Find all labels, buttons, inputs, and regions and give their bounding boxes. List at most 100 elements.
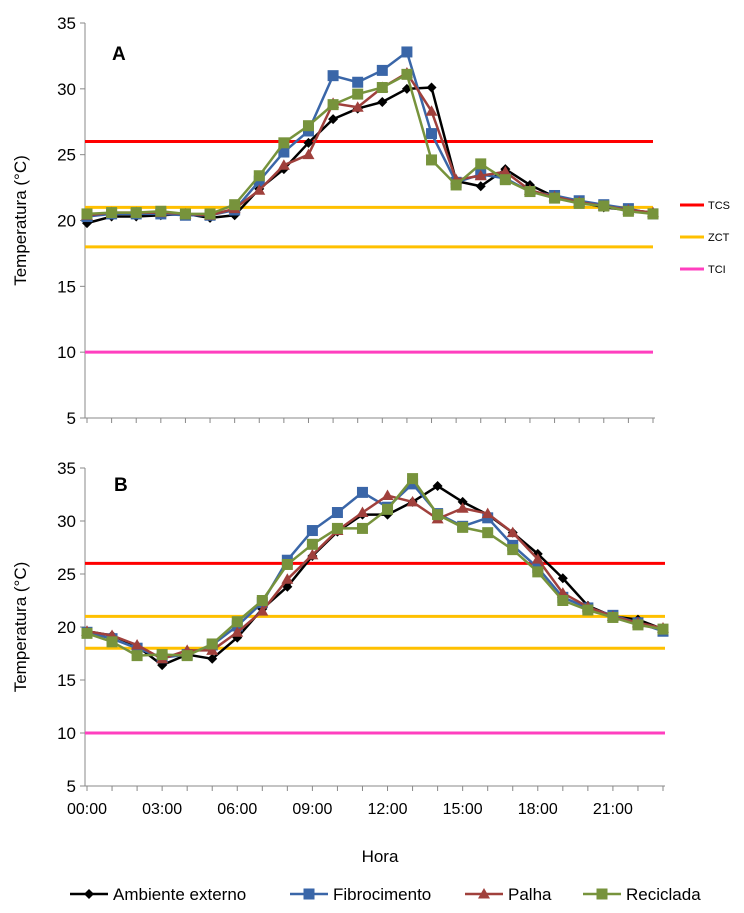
data-point-ambiente-externo <box>432 481 443 492</box>
data-point-palha <box>253 184 266 195</box>
data-point-reciclada <box>131 650 143 662</box>
data-point-palha <box>281 573 294 584</box>
data-point-palha <box>406 495 419 507</box>
data-point-reciclada <box>450 179 462 191</box>
data-point-reciclada <box>256 595 268 606</box>
data-point-palha <box>356 506 369 518</box>
y-tick-label: 10 <box>57 343 76 362</box>
data-point-reciclada <box>632 619 644 631</box>
reference-legend-label-tci: TCI <box>708 264 726 276</box>
series-line-reciclada <box>86 73 654 216</box>
data-point-reciclada <box>607 611 619 623</box>
data-point-palha <box>206 644 219 655</box>
data-point-palha <box>556 587 569 598</box>
data-point-palha <box>531 553 544 564</box>
data-point-ambiente-externo <box>557 573 568 584</box>
data-point-reciclada <box>647 208 659 220</box>
data-point-reciclada <box>475 158 487 170</box>
reference-legend-label-zct: ZCT <box>708 232 730 244</box>
data-point-palha <box>131 639 144 650</box>
data-point-reciclada <box>432 509 444 521</box>
y-tick-label: 20 <box>57 212 76 231</box>
data-point-reciclada <box>376 82 388 94</box>
y-tick-label: 35 <box>57 14 76 33</box>
data-point-reciclada <box>81 627 93 639</box>
data-point-reciclada <box>106 207 118 219</box>
legend-label-reciclada: Reciclada <box>626 885 701 904</box>
y-tick-label: 30 <box>57 80 76 99</box>
legend-label-palha: Palha <box>508 885 552 904</box>
data-point-ambiente-externo <box>426 82 437 93</box>
data-point-reciclada <box>622 205 634 217</box>
data-point-reciclada <box>81 208 93 220</box>
data-point-fibrocimento <box>352 76 364 88</box>
data-point-reciclada <box>499 174 511 186</box>
data-point-palha <box>231 626 244 637</box>
x-tick-label: 06:00 <box>217 801 257 818</box>
data-point-reciclada <box>206 638 218 650</box>
data-point-reciclada <box>401 68 413 80</box>
y-axis-title: Temperatura (°C) <box>11 562 30 693</box>
data-point-reciclada <box>598 200 610 212</box>
x-tick-label: 03:00 <box>142 801 182 818</box>
data-point-palha <box>506 526 519 538</box>
data-point-reciclada <box>407 473 419 485</box>
data-point-reciclada <box>106 636 118 648</box>
series-line-fibrocimento <box>86 50 654 218</box>
data-point-palha <box>381 489 394 501</box>
y-tick-label: 5 <box>67 777 76 796</box>
data-point-reciclada <box>657 623 669 635</box>
data-point-fibrocimento <box>356 486 368 498</box>
y-tick-label: 15 <box>57 277 76 296</box>
panel-b: 5 10 15 20 25 30 35 00:00 03:00 06:00 09:00 12:00 15… <box>11 459 669 818</box>
data-point-ambiente-externo <box>377 97 388 107</box>
data-point-ambiente-externo <box>457 496 468 507</box>
data-point-fibrocimento <box>331 507 343 519</box>
data-point-reciclada <box>426 154 438 166</box>
legend-label-fibrocimento: Fibrocimento <box>333 885 431 904</box>
data-point-palha <box>351 101 364 112</box>
data-point-palha <box>277 159 290 170</box>
data-point-reciclada <box>382 503 394 515</box>
data-point-reciclada <box>482 527 494 539</box>
data-point-reciclada <box>457 521 469 533</box>
x-tick-label: 21:00 <box>593 801 633 818</box>
data-point-reciclada <box>229 199 241 211</box>
data-point-reciclada <box>356 522 368 534</box>
legend-label-ambiente-externo: Ambiente externo <box>113 885 246 904</box>
data-point-reciclada <box>181 650 193 662</box>
data-point-palha <box>302 148 315 160</box>
series-line-ambiente-externo <box>86 86 654 225</box>
reference-legend-label-tcs: TCS <box>708 200 730 212</box>
y-tick-label: 35 <box>57 459 76 478</box>
data-point-reciclada <box>524 186 536 198</box>
x-tick-label: 15:00 <box>443 801 483 818</box>
data-point-ambiente-externo <box>207 653 218 664</box>
data-point-reciclada <box>130 207 142 219</box>
data-point-fibrocimento <box>306 525 318 537</box>
legend-marker-reciclada <box>596 888 608 900</box>
data-point-reciclada <box>573 197 585 209</box>
panel-label: A <box>112 44 126 65</box>
series-line-ambiente-externo <box>86 484 664 667</box>
data-point-reciclada <box>253 170 265 182</box>
data-point-fibrocimento <box>401 46 413 58</box>
series-legend: Ambiente externo Fibrocimento Palha Recicla… <box>70 885 701 904</box>
data-point-reciclada <box>155 205 167 217</box>
data-point-palha <box>481 507 494 519</box>
data-point-reciclada <box>352 88 364 100</box>
y-tick-label: 30 <box>57 512 76 531</box>
data-point-reciclada <box>532 566 544 578</box>
y-axis-title: Temperatura (°C) <box>11 155 30 286</box>
y-tick-label: 25 <box>57 565 76 584</box>
data-point-reciclada <box>327 99 339 111</box>
data-point-reciclada <box>582 604 594 616</box>
data-point-palha <box>256 605 269 616</box>
y-tick-label: 10 <box>57 724 76 743</box>
data-point-reciclada <box>156 649 168 661</box>
data-point-palha <box>306 548 319 560</box>
data-point-ambiente-externo <box>328 114 339 125</box>
x-tick-label: 00:00 <box>67 801 107 818</box>
data-point-fibrocimento <box>327 70 339 82</box>
series-line-fibrocimento <box>86 482 664 659</box>
